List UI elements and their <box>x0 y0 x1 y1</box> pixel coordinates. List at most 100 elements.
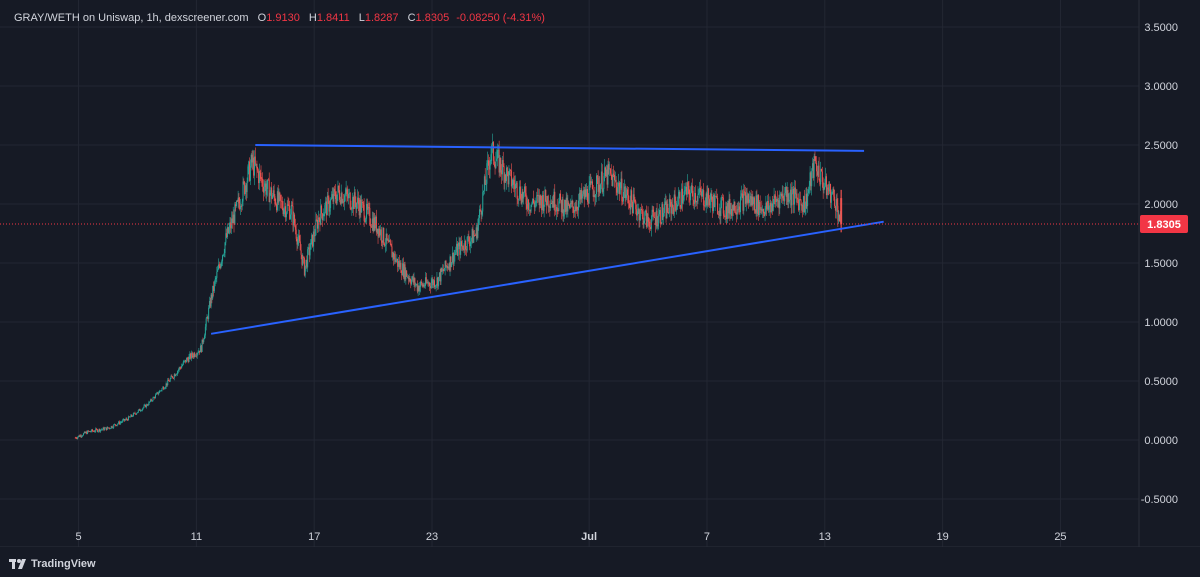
candle-body <box>340 193 342 204</box>
candle-body <box>389 240 391 245</box>
candle-body <box>558 201 560 211</box>
candle-body <box>230 222 232 229</box>
candle-body <box>94 431 96 433</box>
candle-body <box>321 205 323 214</box>
candle-body <box>672 207 674 215</box>
candle-body <box>514 184 516 189</box>
candle-body <box>758 201 760 216</box>
candle-body <box>251 154 253 163</box>
candle-body <box>112 427 114 429</box>
candle-body <box>673 194 675 215</box>
candle-body <box>331 194 333 198</box>
candle-body <box>329 208 331 212</box>
candle-body <box>155 393 157 395</box>
candle-body <box>712 200 714 212</box>
candle-body <box>516 182 518 199</box>
candle-body <box>825 176 827 186</box>
candle-body <box>210 294 212 307</box>
candle-body <box>97 430 99 432</box>
candle-body <box>772 204 774 211</box>
candle-body <box>670 201 672 214</box>
candle-body <box>688 185 690 195</box>
candle-body <box>324 205 326 215</box>
candle-body <box>787 190 789 202</box>
candle-body <box>166 383 168 386</box>
candle-body <box>625 194 627 198</box>
tradingview-brand[interactable]: TradingView <box>9 558 96 570</box>
candle-body <box>765 202 767 209</box>
candle-body <box>276 204 278 211</box>
candle-body <box>327 195 329 198</box>
candle-body <box>701 191 703 197</box>
candle-body <box>307 249 309 268</box>
candle-body <box>732 205 734 211</box>
candle-body <box>426 282 428 284</box>
candle-body <box>462 245 464 250</box>
candle-body <box>446 266 448 267</box>
candle-body <box>755 195 757 213</box>
candle-body <box>697 194 699 202</box>
current-price-label: 1.8305 <box>1147 219 1181 231</box>
candle-body <box>195 355 197 357</box>
candle-body <box>700 191 702 197</box>
candle-body <box>783 198 785 202</box>
candle-body <box>715 196 717 198</box>
candle-body <box>686 186 688 195</box>
candle-body <box>267 179 269 189</box>
candle-body <box>173 374 175 379</box>
candle-body <box>305 259 307 266</box>
candle-body <box>538 195 540 206</box>
candle-body <box>303 257 305 276</box>
candle-body <box>193 353 195 358</box>
candle-body <box>581 189 583 199</box>
candle-body <box>375 216 377 229</box>
candle-body <box>444 260 446 271</box>
candle-body <box>506 167 508 172</box>
candle-body <box>636 209 638 216</box>
candle-body <box>799 198 801 201</box>
candle-body <box>770 202 772 212</box>
candle-body <box>433 280 435 286</box>
candle-body <box>460 241 462 247</box>
candle-body <box>428 282 430 285</box>
open-key: O <box>257 12 267 24</box>
y-tick-label: 3.0000 <box>1144 81 1178 93</box>
x-tick-label: 13 <box>819 531 831 543</box>
candle-body <box>830 193 832 203</box>
candle-body <box>168 379 170 382</box>
candle-body <box>768 206 770 210</box>
candle-body <box>683 191 685 201</box>
candle-body <box>822 181 824 191</box>
candle-body <box>328 197 330 212</box>
candle-body <box>140 410 142 412</box>
candle-body <box>273 190 275 197</box>
candle-body <box>451 262 453 267</box>
candle-body <box>468 236 470 242</box>
candle-body <box>259 171 261 173</box>
candle-body <box>751 196 753 206</box>
footer-bar: TradingView <box>0 547 1200 577</box>
candle-body <box>563 212 565 217</box>
candle-body <box>380 229 382 241</box>
candle-body <box>582 190 584 195</box>
candle-body <box>713 194 715 208</box>
candle-body <box>330 199 332 209</box>
candle-body <box>619 188 621 194</box>
candle-body <box>129 416 131 418</box>
candle-body <box>510 170 512 187</box>
candle-body <box>363 204 365 221</box>
candle-body <box>815 160 817 164</box>
candle-body <box>282 208 284 215</box>
candle-body <box>728 198 730 214</box>
candle-body <box>146 404 148 406</box>
candle-body <box>785 186 787 194</box>
candle-body <box>789 199 791 201</box>
candle-body <box>618 182 620 194</box>
candle-body <box>447 266 449 269</box>
candle-body <box>348 192 350 194</box>
candle-body <box>388 240 390 243</box>
candle-body <box>736 209 738 215</box>
candle-body <box>696 200 698 202</box>
